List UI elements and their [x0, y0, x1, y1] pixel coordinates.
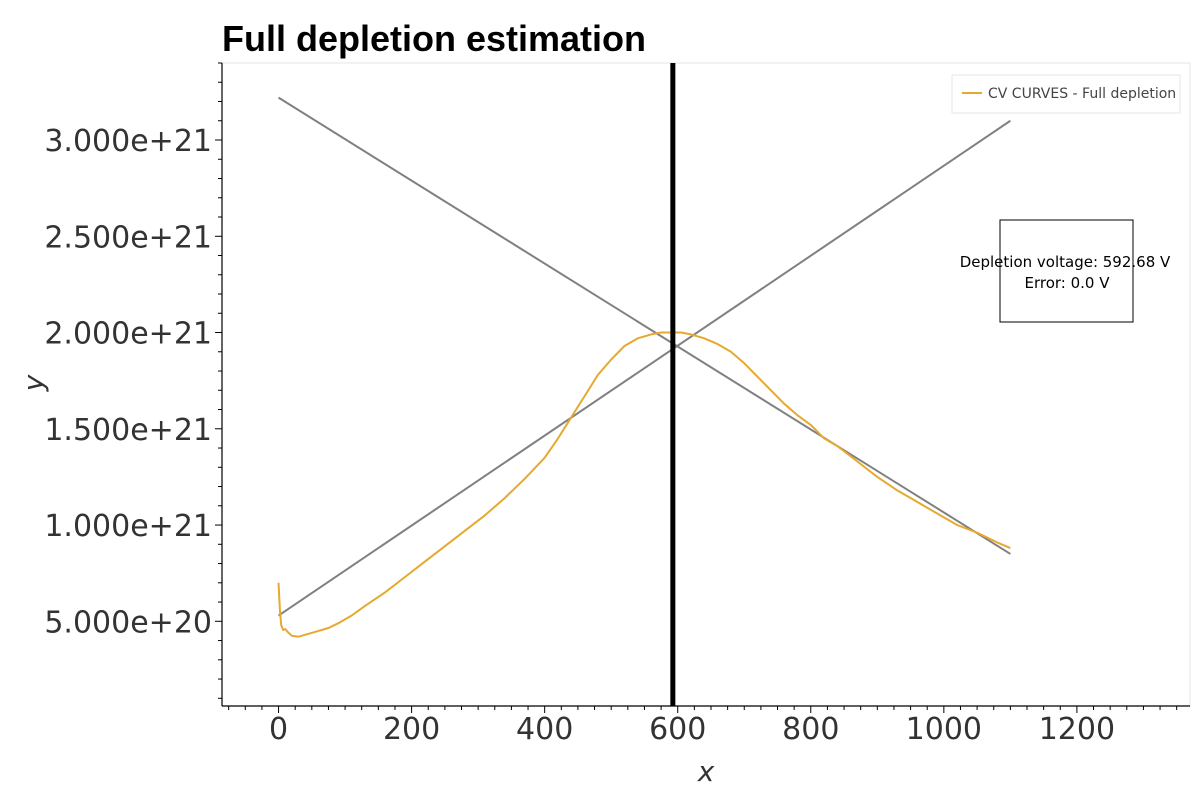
legend: CV CURVES - Full depletion	[951, 74, 1181, 114]
annotation-box	[999, 219, 1134, 323]
chart-title: Full depletion estimation	[222, 18, 646, 59]
cv-curve-line	[277, 331, 1011, 638]
x-tick-label: 600	[649, 712, 706, 747]
x-tick-label: 1000	[906, 712, 982, 747]
annotation-voltage: Depletion voltage: 592.68 V	[960, 253, 1171, 271]
fit-line-2	[278, 96, 1011, 555]
x-tick-label: 800	[782, 712, 839, 747]
x-axis-label: x	[697, 755, 715, 788]
plot-frame	[221, 62, 1191, 707]
x-tick-label: 400	[516, 712, 573, 747]
x-tick-label: 1200	[1039, 712, 1115, 747]
legend-label: CV CURVES - Full depletion	[988, 86, 1176, 102]
annotation-error: Error: 0.0 V	[1024, 274, 1110, 292]
series-lines	[277, 331, 1011, 638]
x-axis-ticks: 0 200 400 600 800 1000 1200	[228, 706, 1178, 747]
plot-area: 0 200 400 600 800 1000 1200 5.000e+20 1.000e+21…	[44, 62, 1191, 747]
x-tick-label: 200	[383, 712, 440, 747]
x-tick-label: 0	[269, 712, 288, 747]
depletion-annotation: Depletion voltage: 592.68 V Error: 0.0 V	[960, 219, 1171, 323]
y-tick-label: 5.000e+20	[44, 605, 212, 640]
fit-lines	[277, 96, 1011, 617]
y-tick-label: 3.000e+21	[44, 124, 212, 159]
fit-line-1	[277, 119, 1011, 617]
y-tick-label: 2.500e+21	[44, 220, 212, 255]
y-tick-label: 1.000e+21	[44, 509, 212, 544]
y-axis-ticks: 5.000e+20 1.000e+21 1.500e+21 2.000e+21 2.50…	[44, 62, 222, 699]
y-tick-label: 1.500e+21	[44, 413, 212, 448]
y-tick-label: 2.000e+21	[44, 317, 212, 352]
legend-box	[951, 74, 1181, 114]
y-axis-label: y	[17, 374, 50, 392]
